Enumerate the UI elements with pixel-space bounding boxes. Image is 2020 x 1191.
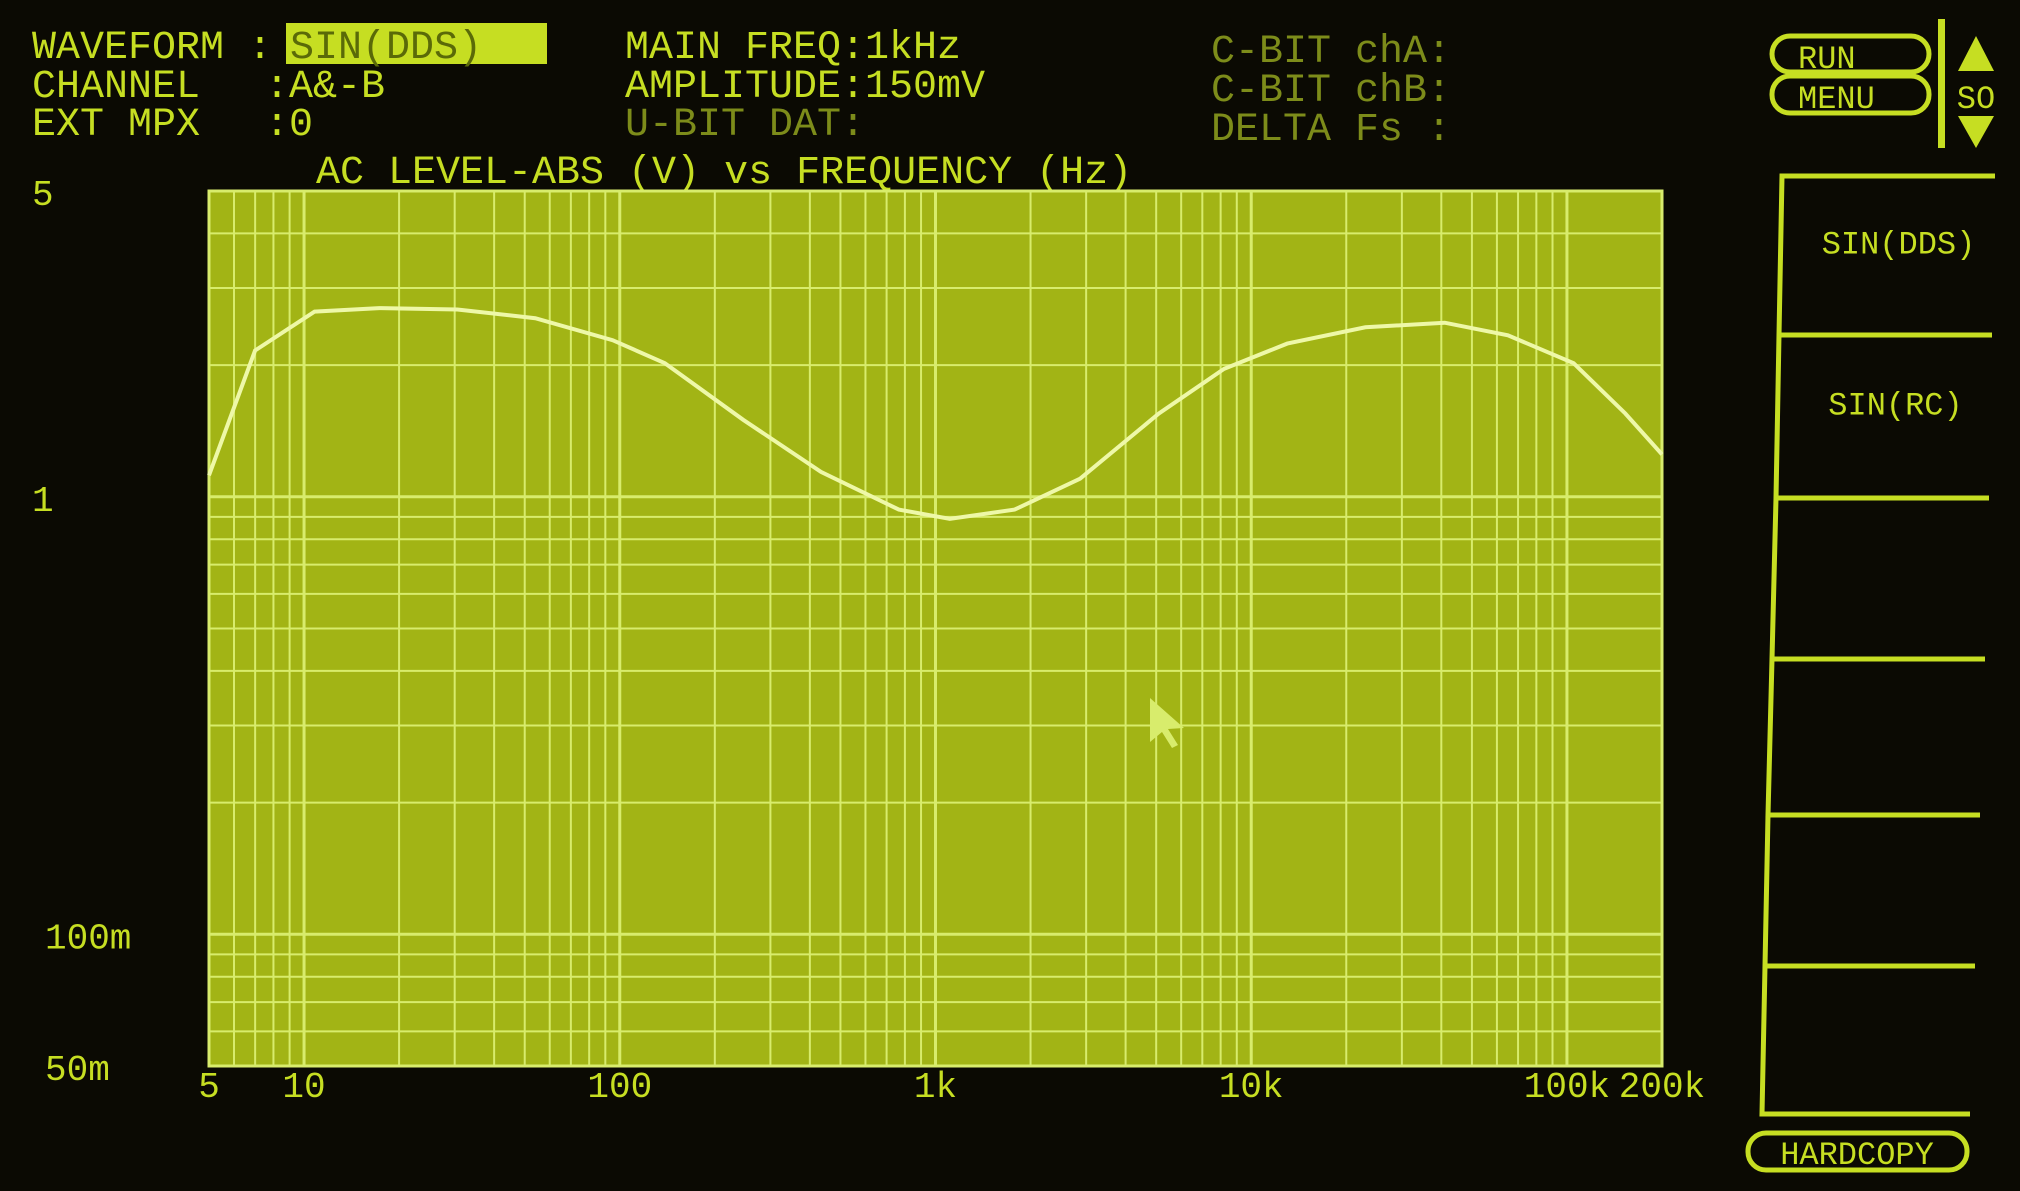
waveform-label: WAVEFORM : <box>32 26 272 71</box>
waveform-highlight[interactable] <box>286 23 547 64</box>
scroll-down-icon[interactable] <box>1958 116 1994 148</box>
softkey-3[interactable] <box>1780 502 1985 655</box>
hardcopy-label: HARDCOPY <box>1780 1137 1934 1174</box>
scroll-up-icon[interactable] <box>1958 36 1994 71</box>
x-tick-label: 100k <box>1524 1067 1610 1108</box>
ext-mpx-value[interactable]: :0 <box>265 103 313 148</box>
softkey-6[interactable] <box>1769 970 1971 1110</box>
x-tick-label: 10k <box>1219 1067 1284 1108</box>
waveform-value[interactable]: SIN(DDS) <box>290 26 482 71</box>
softkey-menu: SIN(DDS) SIN(RC) <box>1759 173 1995 1117</box>
menu-label: MENU <box>1798 81 1875 118</box>
plot-border <box>207 189 1664 1068</box>
scroll-bar[interactable] <box>1938 19 1945 148</box>
x-axis-labels: 5 10 100 1k 10k 100k 200k <box>198 1067 1705 1108</box>
delta-fs: DELTA Fs : <box>1211 108 1451 153</box>
x-tick-label: 5 <box>198 1067 220 1108</box>
hardcopy-button[interactable]: HARDCOPY <box>1745 1130 1970 1174</box>
menu-button[interactable]: MENU <box>1769 73 1932 118</box>
trace-line <box>207 306 1664 521</box>
x-tick-label: 200k <box>1619 1067 1705 1108</box>
mouse-cursor-icon <box>1150 698 1184 748</box>
run-label: RUN <box>1798 41 1856 78</box>
grid <box>207 189 1664 1068</box>
softkey-frame <box>1759 173 1995 1117</box>
softkey-4[interactable] <box>1776 663 1981 811</box>
y-tick-label: 50m <box>45 1050 110 1091</box>
channel-value[interactable]: :A&-B <box>265 65 385 110</box>
ext-mpx-label: EXT MPX <box>32 103 200 148</box>
x-tick-label: 1k <box>914 1067 957 1108</box>
scroll-label: SO <box>1957 81 1995 118</box>
y-tick-label: 5 <box>32 175 54 216</box>
amplitude: AMPLITUDE:150mV <box>625 65 985 110</box>
run-button[interactable]: RUN <box>1769 33 1932 78</box>
c-bit-cha: C-BIT chA: <box>1211 30 1451 75</box>
chart-title: AC LEVEL-ABS (V) vs FREQUENCY (Hz) <box>316 151 1132 196</box>
softkey-label: SIN(DDS) <box>1822 227 1976 264</box>
u-bit-dat: U-BIT DAT: <box>625 103 865 148</box>
x-tick-label: 100 <box>587 1067 652 1108</box>
y-tick-label: 1 <box>32 481 54 522</box>
channel-label: CHANNEL <box>32 65 200 110</box>
softkey-5[interactable] <box>1772 819 1976 962</box>
c-bit-chb: C-BIT chB: <box>1211 69 1451 114</box>
main-freq: MAIN FREQ:1kHz <box>625 26 961 71</box>
y-axis-labels: 5 1 100m 50m <box>32 175 131 1091</box>
softkey-2[interactable]: SIN(RC) <box>1783 339 1988 494</box>
softkey-1[interactable]: SIN(DDS) <box>1786 180 1991 331</box>
x-tick-label: 10 <box>282 1067 325 1108</box>
softkey-label: SIN(RC) <box>1828 388 1962 425</box>
y-tick-label: 100m <box>45 918 131 959</box>
